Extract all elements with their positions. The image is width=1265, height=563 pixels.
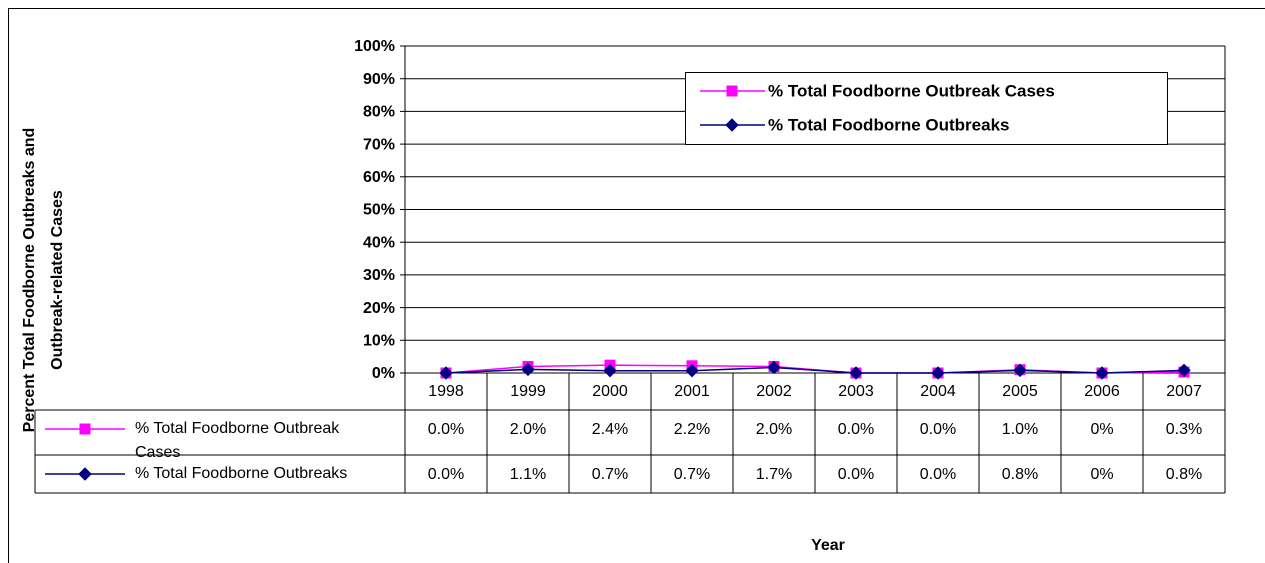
table-value: 0% [1090, 421, 1113, 438]
x-tick-label: 1999 [510, 383, 546, 400]
y-tick-label: 80% [363, 104, 395, 121]
data-point [685, 364, 699, 378]
table-value: 2.2% [674, 421, 710, 438]
y-tick-label: 20% [363, 300, 395, 317]
series-line [445, 366, 1185, 374]
x-tick-label: 2005 [1002, 383, 1038, 400]
data-point [521, 362, 535, 377]
table-value: 0% [1090, 466, 1113, 483]
x-tick-label: 2007 [1166, 383, 1202, 400]
data-point [767, 360, 781, 375]
table-value: 0.8% [1166, 466, 1202, 483]
table-value: 0.0% [428, 466, 464, 483]
y-tick-label: 50% [363, 202, 395, 219]
x-tick-label: 2002 [756, 383, 792, 400]
table-value: 1.7% [756, 466, 792, 483]
table-value: 0.0% [838, 421, 874, 438]
table-series-name: % Total Foodborne Outbreaks [135, 465, 348, 482]
table-value: 0.7% [674, 466, 710, 483]
legend: % Total Foodborne Outbreak Cases % Total … [685, 72, 1168, 145]
data-point [849, 366, 863, 380]
table-value: 0.0% [428, 421, 464, 438]
chart-frame [8, 8, 1265, 563]
data-point [1177, 363, 1191, 378]
data-point [439, 366, 453, 380]
y-tick-label: 10% [363, 333, 395, 350]
data-point [931, 366, 945, 380]
legend-label: % Total Foodborne Outbreak Cases [768, 81, 1055, 100]
y-tick-label: 70% [363, 136, 395, 153]
table-value: 2.0% [756, 421, 792, 438]
y-tick-label: 30% [363, 267, 395, 284]
legend-marker [725, 118, 739, 132]
data-point [1013, 363, 1027, 378]
x-tick-label: 1998 [428, 383, 464, 400]
legend-box [685, 72, 1168, 145]
table-value: 2.4% [592, 421, 628, 438]
table-value: 0.0% [920, 466, 956, 483]
table-value: 1.1% [510, 466, 546, 483]
x-tick-label: 2000 [592, 383, 628, 400]
table-value: 0.0% [920, 421, 956, 438]
y-tick-label: 0% [372, 365, 395, 382]
y-axis-title-line: Outbreak-related Cases [49, 190, 66, 370]
data-point [603, 364, 617, 378]
table-legend-marker [79, 423, 91, 435]
x-tick-label: 2001 [674, 383, 710, 400]
legend-label: % Total Foodborne Outbreaks [768, 115, 1009, 134]
y-tick-label: 90% [363, 71, 395, 88]
y-tick-label: 100% [354, 38, 395, 55]
y-axis-title: Percent Total Foodborne Outbreaks and Ou… [21, 128, 66, 433]
table-value: 0.0% [838, 466, 874, 483]
y-tick-label: 60% [363, 169, 395, 186]
table-value: 1.0% [1002, 421, 1038, 438]
table-value: 2.0% [510, 421, 546, 438]
x-tick-label: 2006 [1084, 383, 1120, 400]
legend-marker [726, 85, 738, 97]
x-axis-title: Year [811, 537, 845, 554]
table-legend-marker [78, 467, 92, 481]
x-tick-label: 2003 [838, 383, 874, 400]
table-value: 0.3% [1166, 421, 1202, 438]
table-series-name: % Total Foodborne Outbreak Cases [135, 420, 340, 461]
table-value: 0.8% [1002, 466, 1038, 483]
y-axis-title-line: Percent Total Foodborne Outbreaks and [21, 128, 38, 433]
y-tick-label: 40% [363, 234, 395, 251]
x-tick-label: 2004 [920, 383, 956, 400]
data-point [1095, 366, 1109, 380]
table-value: 0.7% [592, 466, 628, 483]
